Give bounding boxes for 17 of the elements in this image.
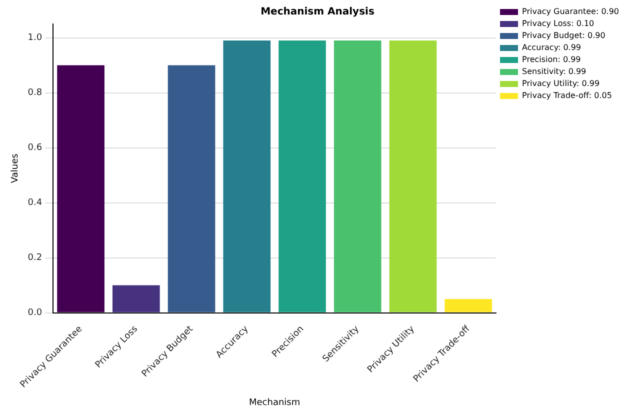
legend-label: Sensitivity: 0.99	[522, 67, 586, 76]
y-tick-label: 0.8	[28, 88, 42, 98]
legend-label: Privacy Trade-off: 0.05	[522, 91, 612, 100]
y-tick-label: 0.6	[28, 143, 42, 154]
legend-label: Privacy Loss: 0.10	[522, 19, 594, 28]
legend-label: Privacy Budget: 0.90	[522, 31, 606, 40]
chart-title: Mechanism Analysis	[260, 6, 374, 18]
y-tick-label: 0.2	[28, 253, 42, 264]
y-tick-label: 0.4	[28, 198, 42, 208]
legend-label: Privacy Utility: 0.99	[522, 79, 600, 88]
y-axis-title: Values	[10, 153, 21, 184]
legend-label: Precision: 0.99	[522, 55, 581, 64]
y-tick-label: 0.0	[28, 308, 42, 318]
y-tick-label: 1.0	[28, 33, 42, 44]
legend-label: Accuracy: 0.99	[522, 43, 582, 52]
x-axis-title: Mechanism	[249, 398, 300, 408]
legend-label: Privacy Guarantee: 0.90	[522, 7, 620, 16]
